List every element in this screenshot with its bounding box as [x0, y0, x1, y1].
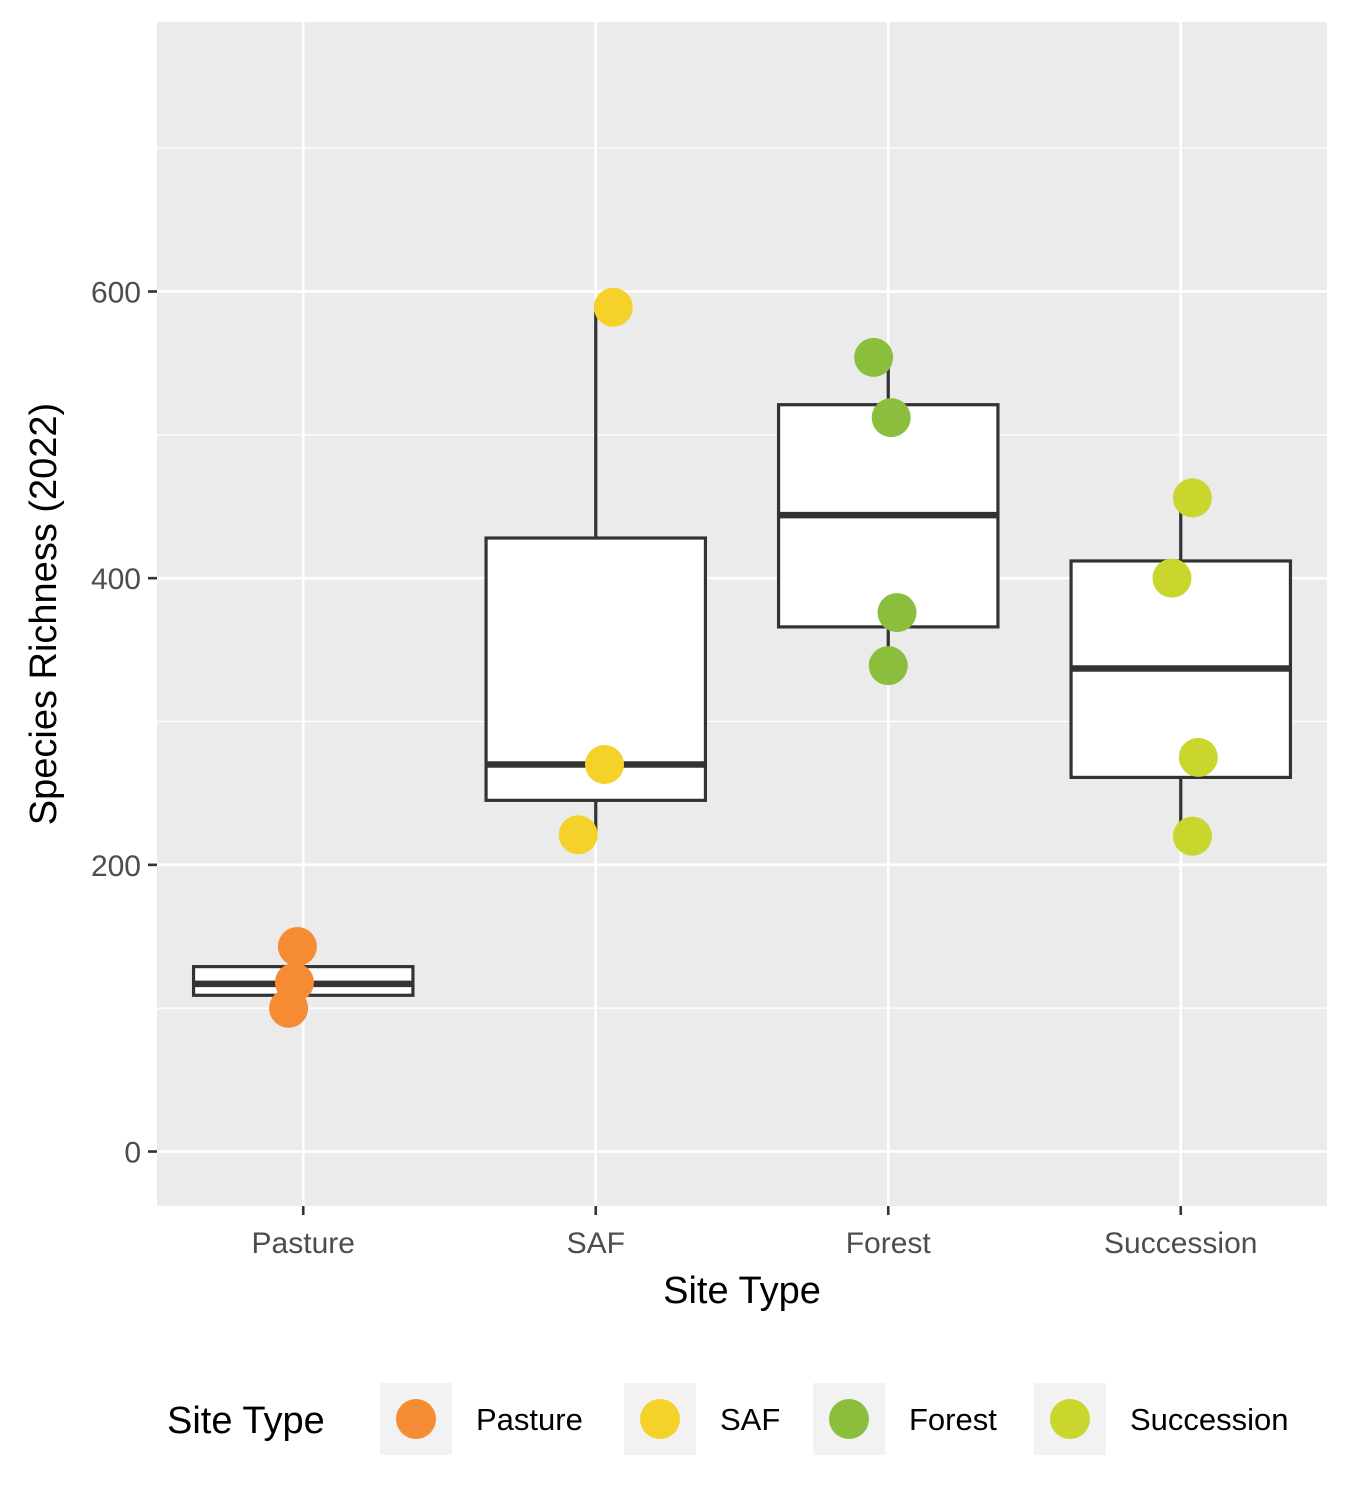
x-tick-label: SAF	[567, 1227, 625, 1260]
legend-item-forest: Forest	[813, 1383, 997, 1455]
legend-label: SAF	[720, 1402, 780, 1437]
point-forest	[854, 337, 894, 377]
point-succession	[1172, 478, 1212, 518]
legend-key-swatch	[1050, 1399, 1090, 1439]
legend-key-swatch	[829, 1399, 869, 1439]
boxes	[191, 307, 1293, 997]
x-tick-label: Pasture	[252, 1227, 355, 1260]
legend-item-saf: SAF	[624, 1383, 780, 1455]
legend-label: Forest	[909, 1402, 997, 1437]
axes: 0 200 400 600 Pasture SAF Forest Succession	[91, 276, 1258, 1260]
point-saf	[558, 815, 598, 855]
x-tick-label: Succession	[1104, 1227, 1257, 1260]
legend-key-swatch	[640, 1399, 680, 1439]
y-tick-label: 0	[124, 1137, 141, 1170]
data-points	[269, 287, 1218, 1028]
point-succession	[1178, 737, 1218, 777]
x-axis-title: Site Type	[663, 1270, 821, 1312]
point-forest	[871, 398, 911, 438]
legend-label: Succession	[1130, 1402, 1289, 1437]
y-tick-label: 400	[91, 563, 141, 596]
point-succession	[1172, 816, 1212, 856]
legend-title: Site Type	[167, 1400, 325, 1442]
x-tick-label: Forest	[846, 1227, 932, 1260]
point-pasture	[269, 988, 309, 1028]
point-forest	[877, 593, 917, 633]
point-succession	[1152, 558, 1192, 598]
legend-label: Pasture	[476, 1402, 583, 1437]
point-saf	[593, 287, 633, 327]
y-tick-label: 200	[91, 850, 141, 883]
legend: Site Type Pasture SAF Forest Succession	[167, 1383, 1289, 1455]
legend-key-swatch	[396, 1399, 436, 1439]
point-pasture	[277, 927, 317, 967]
legend-item-succession: Succession	[1034, 1383, 1289, 1455]
y-axis-title: Species Richness (2022)	[23, 403, 65, 825]
legend-item-pasture: Pasture	[380, 1383, 583, 1455]
y-tick-label: 600	[91, 276, 141, 309]
point-saf	[585, 745, 625, 785]
point-forest	[868, 646, 908, 686]
